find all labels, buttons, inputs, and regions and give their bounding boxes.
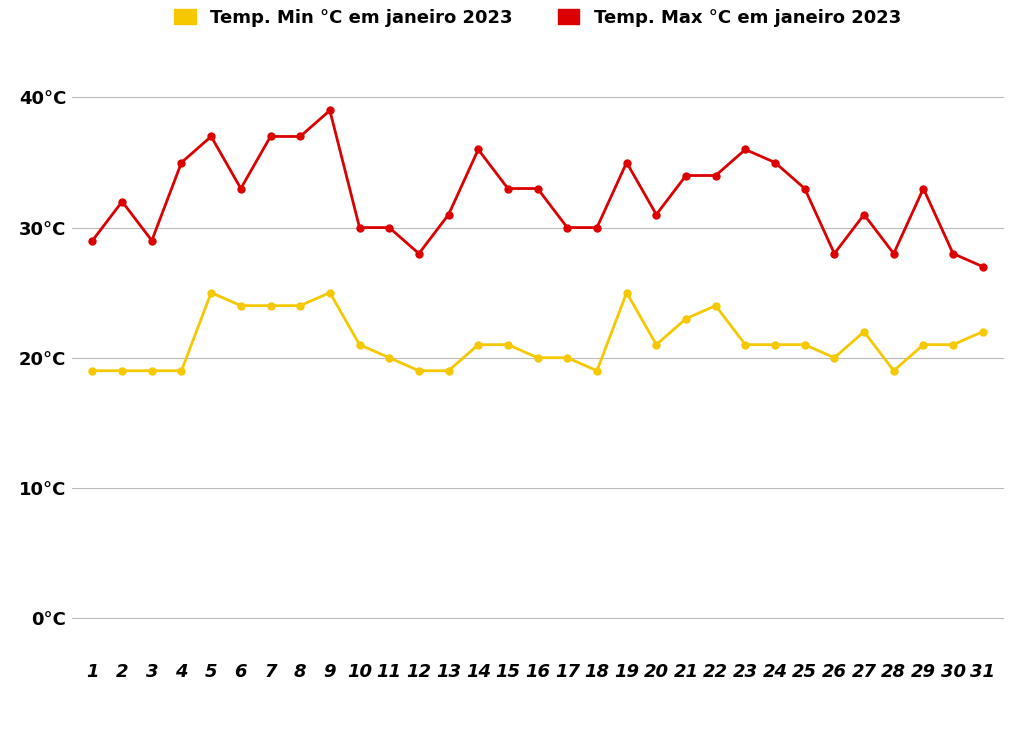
Legend: Temp. Min °C em janeiro 2023, Temp. Max °C em janeiro 2023: Temp. Min °C em janeiro 2023, Temp. Max … xyxy=(167,1,908,34)
